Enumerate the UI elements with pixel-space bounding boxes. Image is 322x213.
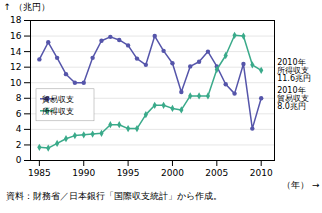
svg-text:0: 0 — [16, 155, 22, 165]
svg-text:1985: 1985 — [28, 168, 51, 178]
svg-text:10: 10 — [10, 78, 22, 88]
svg-text:4: 4 — [16, 124, 22, 134]
svg-text:貿易収支: 貿易収支 — [42, 95, 74, 104]
svg-text:2: 2 — [16, 140, 22, 150]
svg-text:1990: 1990 — [72, 168, 95, 178]
svg-text:2010年貿易収支8.0兆円: 2010年貿易収支8.0兆円 — [277, 86, 309, 112]
svg-text:2010年所得収支11.6兆円: 2010年所得収支11.6兆円 — [277, 58, 311, 84]
svg-text:12: 12 — [10, 62, 21, 72]
svg-text:所得収支: 所得収支 — [42, 107, 74, 116]
svg-text:↑ （兆円）: ↑ （兆円） — [4, 2, 50, 12]
svg-text:2010: 2010 — [250, 168, 273, 178]
svg-text:18: 18 — [10, 15, 22, 25]
svg-text:14: 14 — [10, 46, 22, 56]
svg-text:6: 6 — [16, 109, 22, 119]
html-text:資料：財務省／日本銀行「国際収支統計」から作成。: 資料：財務省／日本銀行「国際収支統計」から作成。 — [6, 191, 222, 201]
svg-text:8: 8 — [16, 93, 22, 103]
svg-text:16: 16 — [10, 31, 22, 41]
svg-text:1995: 1995 — [117, 168, 140, 178]
svg-text:2000: 2000 — [161, 168, 184, 178]
svg-text:2005: 2005 — [205, 168, 228, 178]
svg-text:（年） →: （年） → — [282, 180, 320, 190]
